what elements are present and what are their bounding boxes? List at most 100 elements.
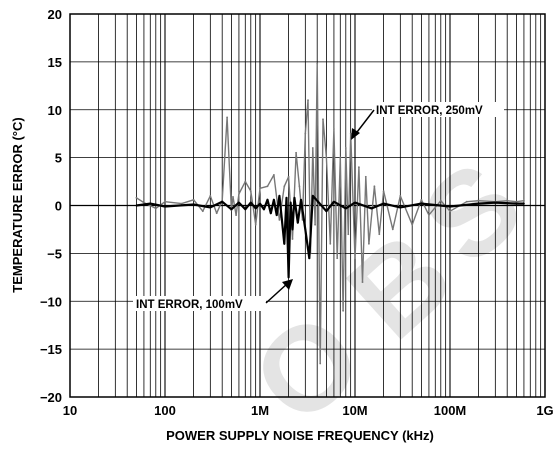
data-point: [391, 228, 394, 231]
data-point: [192, 203, 195, 206]
data-point: [368, 242, 370, 245]
y-tick-label: −15: [40, 342, 62, 357]
data-point: [420, 202, 423, 205]
data-point: [135, 196, 138, 199]
data-point: [449, 210, 451, 213]
data-point: [308, 257, 311, 260]
annotation-250mv: INT ERROR, 250mV: [351, 102, 504, 140]
data-point: [289, 201, 292, 204]
data-point: [238, 193, 240, 195]
x-axis-label: POWER SUPPLY NOISE FREQUENCY (kHz): [166, 428, 434, 443]
data-point: [293, 196, 296, 199]
data-point: [329, 242, 332, 245]
data-point: [316, 62, 319, 65]
arrowhead-icon: [282, 279, 293, 290]
annotation-100mv: INT ERROR, 100mV: [133, 279, 293, 311]
data-point: [523, 202, 525, 205]
data-point: [428, 214, 430, 217]
data-point: [322, 118, 324, 121]
data-point: [283, 242, 286, 245]
y-tick-labels: 20 15 10 5 0 −5 −10 −15 −20: [40, 7, 62, 405]
data-point: [249, 190, 252, 193]
data-point: [304, 228, 307, 231]
data-point: [316, 199, 319, 202]
data-point: [254, 223, 257, 226]
data-point: [192, 198, 195, 201]
data-point: [259, 202, 261, 205]
x-tick-label: 10: [63, 403, 77, 418]
data-point: [300, 198, 302, 201]
data-point: [281, 219, 283, 221]
data-point: [296, 221, 299, 224]
y-tick-label: 10: [48, 103, 62, 118]
y-tick-label: −10: [40, 294, 62, 309]
plot-frame: [69, 13, 546, 398]
data-point: [515, 200, 518, 203]
y-tick-label: 0: [55, 199, 62, 214]
data-point: [399, 206, 402, 209]
annotation-250mv-label: INT ERROR, 250mV: [376, 105, 483, 117]
x-tick-label: 100M: [434, 403, 467, 418]
data-point: [370, 207, 373, 210]
y-tick-label: 20: [48, 7, 62, 22]
data-point: [311, 147, 314, 149]
data-point: [238, 201, 240, 204]
data-point: [344, 207, 347, 210]
annotation-100mv-label: INT ERROR, 100mV: [136, 299, 243, 311]
data-point: [221, 200, 224, 203]
data-point: [354, 201, 356, 204]
data-point: [164, 200, 166, 203]
data-point: [254, 207, 257, 210]
data-point: [523, 199, 525, 202]
data-point: [235, 214, 238, 217]
data-point: [515, 202, 518, 205]
data-point: [420, 198, 423, 201]
data-point: [378, 233, 381, 236]
data-point: [209, 195, 212, 197]
data-point: [325, 156, 328, 159]
data-point: [273, 174, 275, 176]
data-point: [465, 200, 468, 203]
data-point: [494, 201, 497, 204]
arrowhead-icon: [351, 128, 360, 140]
series-line-100mv: [136, 194, 524, 279]
data-point: [259, 187, 261, 190]
data-point: [449, 205, 451, 208]
data-point: [342, 309, 344, 312]
data-point: [283, 185, 286, 188]
y-tick-label: 15: [48, 55, 62, 70]
data-point: [361, 281, 364, 283]
data-point: [399, 195, 402, 197]
data-point: [215, 212, 218, 215]
data-point: [439, 199, 442, 202]
data-point: [209, 206, 212, 209]
data-point: [344, 147, 347, 149]
data-point: [333, 200, 335, 203]
series-line-250mv: [136, 63, 524, 365]
data-point: [311, 195, 314, 197]
y-tick-label: 5: [55, 151, 62, 166]
data-point: [506, 199, 509, 202]
data-point: [201, 210, 204, 213]
data-point: [266, 185, 269, 188]
data-point: [287, 175, 290, 178]
data-point: [304, 132, 307, 135]
data-point: [354, 257, 356, 260]
data-point: [230, 208, 233, 211]
x-tick-labels: 10 100 1M 10M 100M 1G: [63, 403, 554, 418]
data-point: [295, 151, 297, 154]
data-point: [164, 205, 166, 208]
data-point: [411, 223, 414, 226]
data-point: [226, 116, 229, 119]
data-point: [298, 185, 301, 188]
x-tick-label: 10M: [342, 403, 367, 418]
data-point: [477, 199, 480, 202]
data-point: [349, 132, 352, 135]
annotation-100mv-arrow: [265, 282, 289, 304]
x-tick-label: 1G: [536, 403, 553, 418]
data-point: [291, 228, 294, 231]
series-layer: [135, 62, 525, 365]
data-point: [244, 180, 247, 183]
data-point: [154, 207, 157, 210]
data-point: [278, 195, 281, 197]
